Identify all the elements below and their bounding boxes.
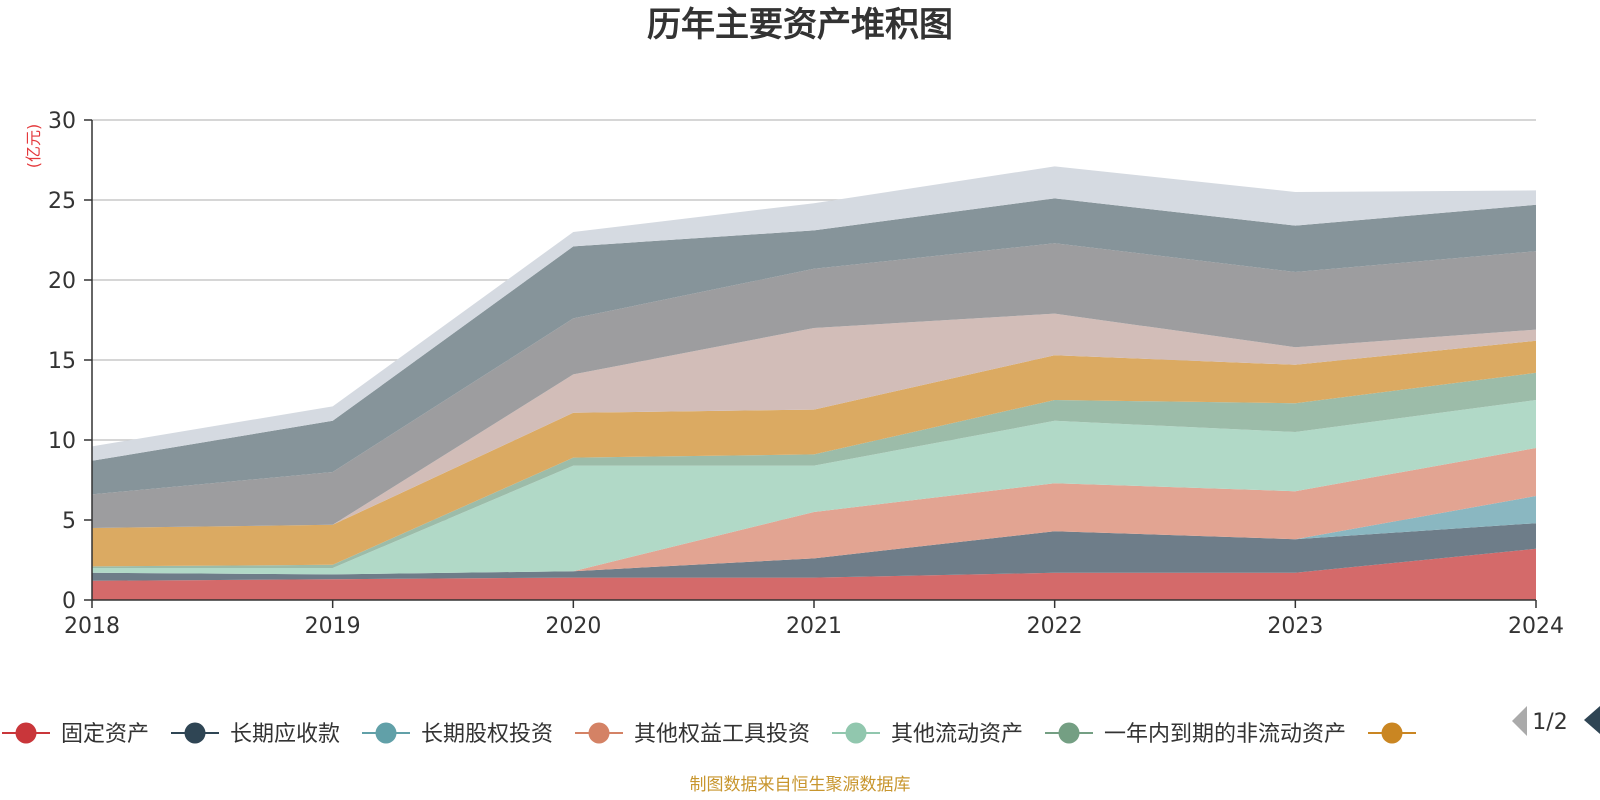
- legend-marker-icon: [1381, 722, 1403, 744]
- legend-item[interactable]: 长期股权投资: [362, 722, 553, 747]
- x-tick-label: 2023: [1267, 614, 1323, 639]
- y-unit-label: (亿元): [24, 124, 43, 169]
- area-series-1: [92, 523, 1536, 581]
- area-series-5: [92, 372, 1536, 568]
- area-series-10: [92, 166, 1536, 461]
- area-series-8: [92, 243, 1536, 528]
- y-tick-label: 10: [48, 429, 76, 454]
- x-tick-label: 2021: [786, 614, 842, 639]
- triangle-right-icon[interactable]: [1584, 706, 1600, 734]
- legend-item[interactable]: 长期应收款: [171, 722, 340, 747]
- area-series-3: [92, 448, 1536, 575]
- x-tick-label: 2020: [545, 614, 601, 639]
- axes: 0 5 10 15 20 25 30 2018 2019 2020 2021 2022 2023 2024: [48, 109, 1564, 639]
- legend: 固定资产 长期应收款 长期股权投资 其他权益工具投资 其他流动资产 一年内到期的非流动资产: [2, 722, 1416, 747]
- legend-label: 其他流动资产: [891, 722, 1023, 747]
- x-tick-label: 2022: [1027, 614, 1083, 639]
- data-source-note: 制图数据来自恒生聚源数据库: [690, 775, 911, 795]
- legend-label: 一年内到期的非流动资产: [1104, 722, 1346, 747]
- legend-pager: 1/2: [1512, 706, 1600, 736]
- legend-marker-icon: [15, 722, 37, 744]
- area-series-7: [92, 313, 1536, 528]
- legend-marker-icon: [375, 722, 397, 744]
- legend-item[interactable]: 一年内到期的非流动资产: [1045, 722, 1346, 747]
- legend-item[interactable]: 其他流动资产: [832, 722, 1023, 747]
- triangle-left-icon[interactable]: [1512, 706, 1527, 736]
- legend-label: 固定资产: [61, 722, 149, 747]
- legend-label: 其他权益工具投资: [634, 722, 810, 747]
- x-tick-label: 2019: [305, 614, 361, 639]
- y-tick-label: 15: [48, 349, 76, 374]
- y-tick-label: 0: [62, 589, 76, 614]
- chart-title: 历年主要资产堆积图: [647, 5, 953, 45]
- legend-page-indicator: 1/2: [1532, 710, 1567, 735]
- area-series-0: [92, 548, 1536, 600]
- area-layers: [92, 166, 1536, 600]
- area-series-4: [92, 400, 1536, 575]
- y-tick-label: 20: [48, 269, 76, 294]
- y-tick-label: 5: [62, 509, 76, 534]
- legend-item[interactable]: [1368, 722, 1416, 744]
- area-series-6: [92, 340, 1536, 567]
- legend-marker-icon: [1058, 722, 1080, 744]
- legend-label: 长期应收款: [230, 722, 340, 747]
- y-tick-label: 25: [48, 189, 76, 214]
- x-tick-label: 2024: [1508, 614, 1564, 639]
- legend-marker-icon: [588, 722, 610, 744]
- x-tick-label: 2018: [64, 614, 120, 639]
- legend-label: 长期股权投资: [421, 722, 553, 747]
- legend-item[interactable]: 其他权益工具投资: [575, 722, 810, 747]
- y-tick-label: 30: [48, 109, 76, 134]
- legend-item[interactable]: 固定资产: [2, 722, 149, 747]
- legend-marker-icon: [845, 722, 867, 744]
- legend-marker-icon: [184, 722, 206, 744]
- area-series-9: [92, 198, 1536, 495]
